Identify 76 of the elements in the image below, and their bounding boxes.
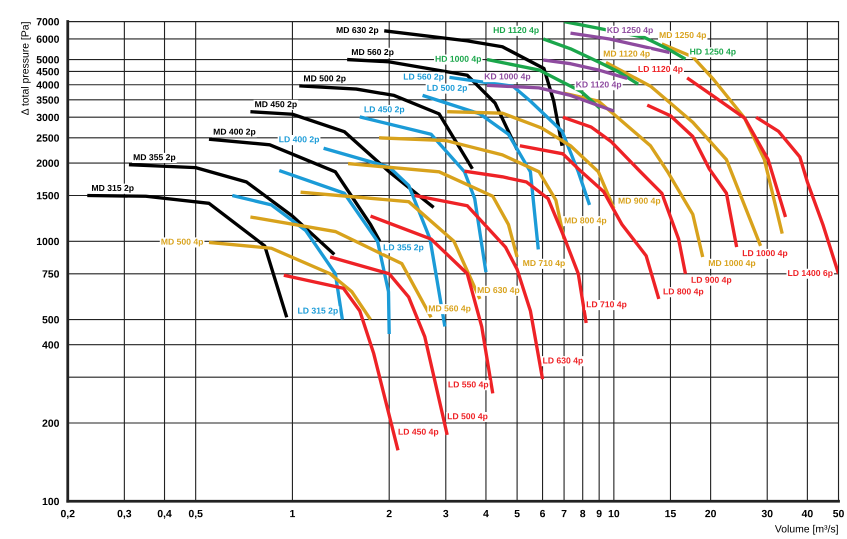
x-tick-label: 5 [514, 510, 520, 518]
series-label: MD 630 2p [336, 27, 378, 35]
series-label: MD 1250 4p [660, 32, 706, 40]
x-axis-title: Volume [m³/s] [774, 524, 838, 535]
y-tick-label: 2500 [36, 134, 59, 142]
y-tick-label: 200 [42, 420, 59, 427]
x-tick-label: 0,4 [158, 510, 172, 519]
series-label: MD 400 2p [214, 128, 256, 136]
series-label: KD 1000 4p [484, 73, 530, 82]
x-tick-label: 40 [802, 510, 813, 518]
x-tick-label: 7 [562, 510, 567, 518]
series-label: LD 900 4p [692, 276, 732, 285]
series-label: MD 500 4p [161, 238, 204, 246]
y-tick-label: 1000 [36, 238, 59, 246]
series-label: LD 1120 4p [638, 66, 683, 74]
x-tick-label: 50 [833, 510, 844, 518]
y-axis-title: Δ total pressure [Pa] [20, 22, 31, 116]
x-tick-label: 1 [290, 510, 296, 518]
series-label: MD 560 2p [352, 48, 394, 57]
y-tick-label: 7000 [36, 18, 59, 26]
y-tick-label: 4500 [36, 68, 59, 76]
y-tick-label: 750 [42, 270, 59, 278]
x-tick-label: 10 [608, 510, 620, 518]
x-tick-label: 2 [386, 510, 392, 518]
series-label: LD 1400 6p [788, 270, 833, 278]
series-label: MD 800 4p [564, 217, 606, 226]
x-tick-label: 8 [580, 510, 586, 518]
series-label: LD 400 2p [279, 136, 320, 144]
series-label: MD 1120 4p [604, 50, 650, 58]
series-label: MD 710 4p [523, 260, 565, 268]
x-tick-label: 3 [443, 510, 448, 518]
series-label: LD 355 2p [384, 244, 424, 252]
x-tick-label: 0,2 [60, 510, 75, 519]
series-label: MD 450 2p [255, 101, 297, 109]
series-label: LD 550 4p [448, 381, 488, 390]
x-tick-label: 6 [540, 510, 546, 518]
x-tick-label: 0,5 [188, 510, 203, 519]
series-label: MD 315 2p [92, 184, 134, 193]
series-label: MD 900 4p [618, 198, 660, 206]
series-label: LD 560 2p [404, 74, 444, 82]
series-label: MD 1000 4p [708, 260, 756, 268]
y-tick-label: 6000 [36, 35, 59, 43]
series-label: LD 450 4p [398, 428, 438, 436]
series-label: MD 355 2p [134, 154, 176, 162]
y-tick-label: 500 [42, 316, 59, 324]
x-tick-label: 15 [665, 510, 676, 518]
series-label: LD 710 4p [586, 301, 626, 310]
series-label: LD 315 2p [298, 308, 338, 316]
series-label: LD 1000 4p [742, 250, 788, 258]
x-tick-label: 9 [596, 510, 602, 518]
series-label: KD 1120 4p [576, 81, 622, 90]
line-series [542, 58, 629, 80]
x-tick-label: 0,3 [118, 510, 132, 519]
series-label: LD 630 4p [543, 357, 583, 366]
y-tick-label: 1500 [36, 192, 59, 200]
x-tick-label: 30 [762, 510, 773, 518]
y-tick-label: 3500 [36, 96, 59, 104]
x-tick-label: 4 [483, 510, 489, 518]
series-label: MD 560 4p [428, 305, 471, 314]
series-label: HD 1000 4p [436, 56, 482, 64]
y-tick-label: 5000 [36, 56, 59, 64]
y-tick-label: 4000 [36, 81, 59, 89]
series-label: LD 800 4p [664, 288, 704, 296]
series-label: LD 450 2p [364, 106, 404, 114]
x-tick-label: 20 [705, 510, 716, 518]
series-label: KD 1250 4p [607, 27, 653, 35]
y-tick-label: 100 [42, 498, 59, 506]
series-label: HD 1250 4p [690, 48, 736, 56]
series-label: LD 500 2p [427, 84, 468, 93]
y-tick-label: 400 [42, 341, 59, 349]
y-tick-label: 2000 [36, 160, 59, 167]
series-label: LD 500 4p [448, 413, 488, 422]
series-label: MD 500 2p [304, 75, 346, 84]
series-label: MD 630 4p [478, 286, 520, 295]
y-tick-label: 3000 [36, 114, 59, 122]
series-label: HD 1120 4p [494, 27, 539, 35]
